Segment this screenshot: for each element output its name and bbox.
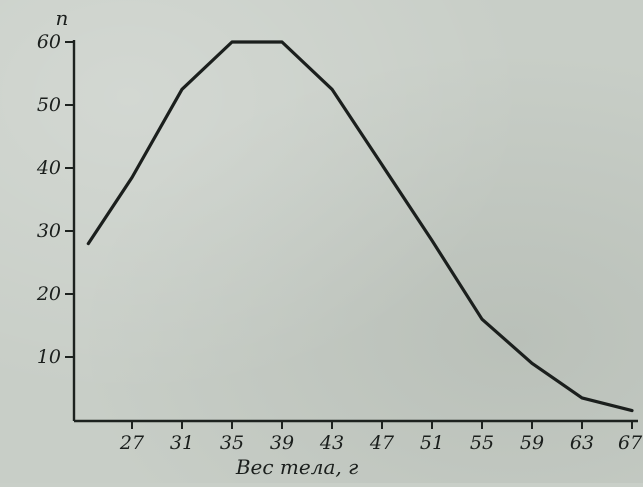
y-tick-label: 60	[37, 31, 61, 53]
chart-axes	[72, 40, 638, 423]
y-tick-label: 20	[36, 283, 61, 305]
x-tick-label: 39	[270, 432, 294, 454]
x-tick-label: 59	[520, 432, 544, 454]
x-tick-label: 63	[570, 432, 594, 454]
y-tick-label: 40	[36, 157, 61, 179]
x-tick-label: 51	[420, 432, 444, 454]
x-tick-label: 47	[369, 432, 395, 454]
chart-tick-labels: 10 20 30 40 50 60 27 31 35 39 43 47 51 55 59 63 67	[36, 31, 643, 454]
y-tick-label: 30	[37, 220, 61, 242]
x-tick-label: 35	[220, 432, 244, 454]
x-tick-label: 67	[618, 432, 643, 454]
x-tick-label: 43	[319, 432, 344, 454]
x-tick-label: 27	[119, 432, 145, 454]
series-line	[86, 40, 634, 413]
y-axis-label: п	[56, 6, 69, 30]
y-tick-label: 10	[37, 346, 61, 368]
chart-series	[86, 40, 634, 413]
y-tick-label: 50	[37, 94, 61, 116]
chart-ticks	[65, 41, 633, 429]
x-tick-label: 31	[170, 432, 194, 454]
x-axis-label: Вес тела, г	[235, 455, 358, 479]
x-tick-label: 55	[470, 432, 494, 454]
